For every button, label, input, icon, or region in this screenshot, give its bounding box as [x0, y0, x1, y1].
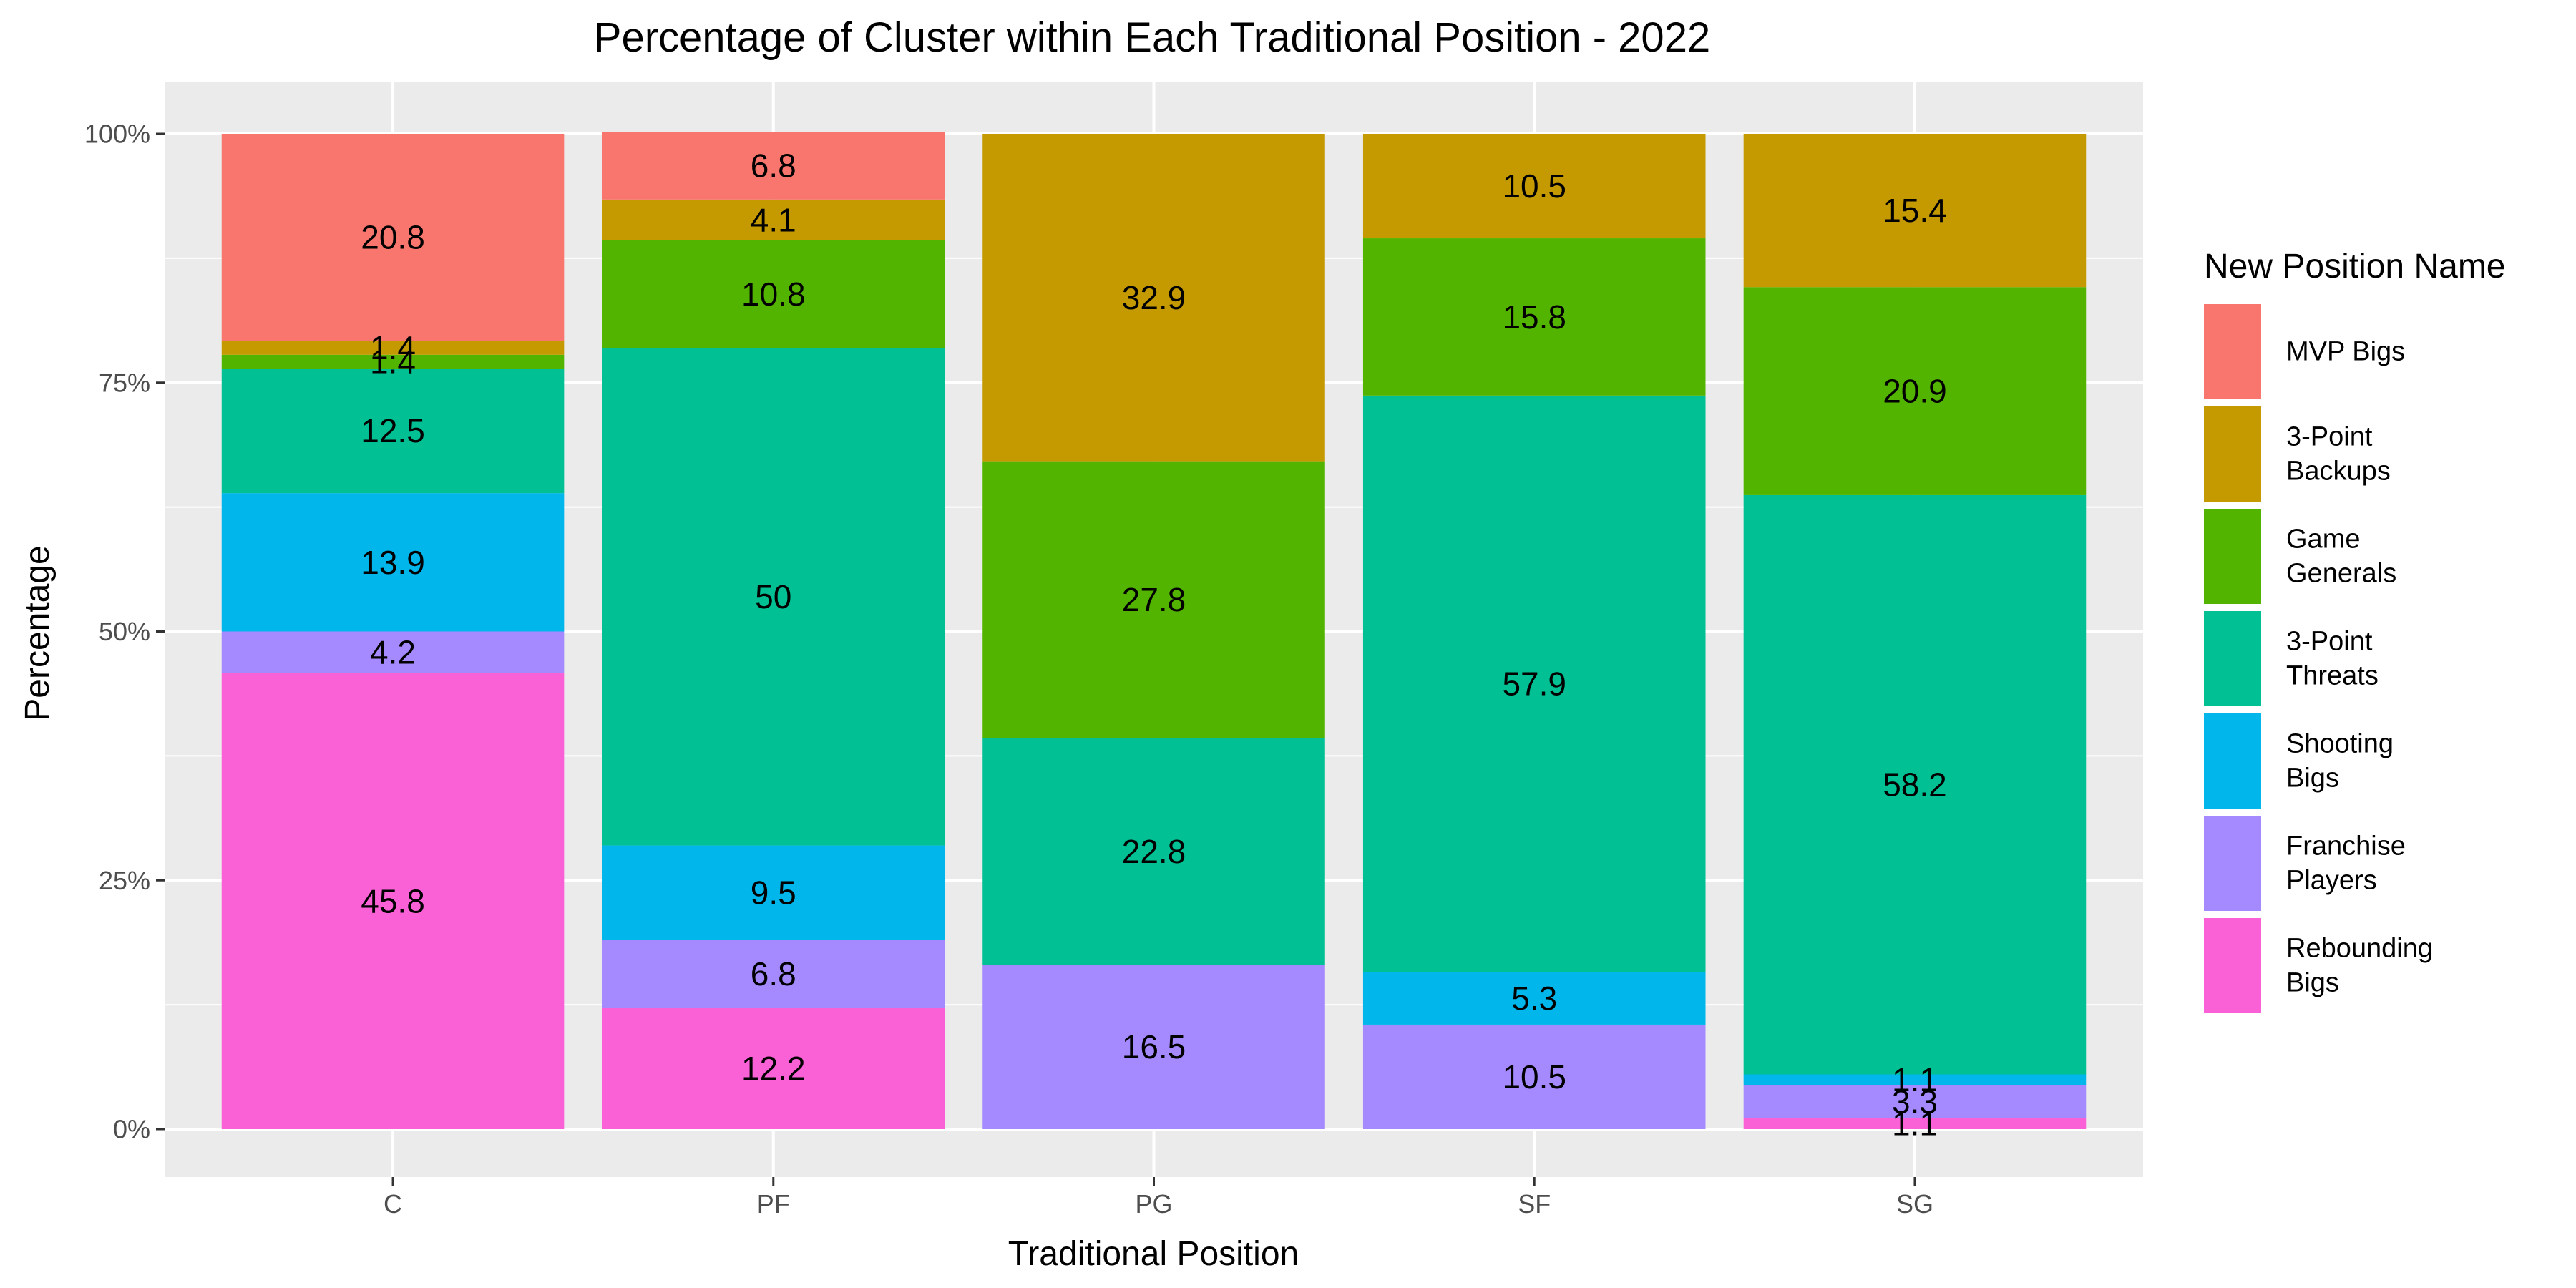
axes: 0% 25% 50% 75% 100% C PF PG SF SG	[84, 119, 1933, 1219]
x-tick-label: SF	[1518, 1189, 1551, 1219]
data-label: 22.8	[1122, 833, 1186, 870]
data-label: 50	[755, 578, 791, 615]
bar-segment	[602, 940, 945, 1008]
data-label: 16.5	[1122, 1028, 1186, 1065]
legend-key	[2204, 816, 2261, 911]
bar-segment	[982, 134, 1325, 462]
data-label: 6.8	[751, 955, 796, 992]
data-label: 12.5	[361, 412, 425, 449]
data-label: 1.1	[1892, 1061, 1938, 1098]
data-label: 10.5	[1502, 167, 1566, 205]
data-label: 27.8	[1122, 581, 1186, 618]
bar-segment	[221, 369, 565, 494]
legend-label: 3-Point Threats	[2286, 627, 2379, 691]
bar-segment	[1362, 134, 1706, 239]
y-tick-label: 100%	[84, 119, 150, 149]
data-label: 13.9	[361, 544, 425, 581]
bar-segment	[602, 1008, 945, 1129]
bar-segment	[1743, 1085, 2087, 1118]
y-tick-label: 75%	[99, 368, 150, 397]
legend-label: Game Generals	[2286, 525, 2396, 589]
data-label: 58.2	[1883, 766, 1947, 804]
legend-key	[2204, 611, 2261, 706]
data-label: 57.9	[1502, 665, 1566, 703]
bar-segment	[602, 199, 945, 240]
data-label: 20.9	[1883, 373, 1947, 410]
bar-segment	[221, 493, 565, 632]
bar-segment	[221, 341, 565, 355]
x-tick-label: C	[384, 1189, 402, 1219]
data-label: 12.2	[741, 1050, 806, 1087]
legend-key	[2204, 918, 2261, 1013]
y-axis-title: Percentage	[19, 545, 57, 721]
data-label: 20.8	[361, 219, 425, 256]
data-label: 15.8	[1502, 298, 1566, 336]
bar-segment	[602, 132, 945, 200]
data-label: 45.8	[361, 882, 425, 919]
data-label: 4.2	[370, 634, 416, 671]
bar-segment	[221, 134, 565, 341]
data-label: 1.4	[370, 343, 416, 381]
bar-segment	[982, 461, 1325, 738]
data-label: 4.1	[751, 201, 796, 238]
data-label: 32.9	[1122, 279, 1186, 316]
bar-segment	[1743, 494, 2087, 1075]
data-label: 3.3	[1892, 1083, 1938, 1121]
legend: New Position Name MVP Bigs 3-Point Backups…	[2204, 248, 2506, 1013]
data-label: 10.5	[1502, 1058, 1566, 1096]
data-label: 5.3	[1511, 980, 1557, 1017]
bar-segment	[1743, 134, 2087, 288]
x-tick-label: SG	[1896, 1189, 1933, 1219]
legend-label: Shooting Bigs	[2286, 729, 2394, 794]
data-labels: 45.8 4.2 13.9 12.5 1.41.4 20.8 12.2 6.8 9.5 50 10.…	[361, 147, 1946, 1143]
chart-title: Percentage of Cluster within Each Tradit…	[594, 14, 1710, 61]
bar-segment	[602, 845, 945, 940]
bars	[221, 132, 2087, 1129]
x-tick-label: PF	[757, 1189, 790, 1219]
y-tick-label: 0%	[113, 1115, 150, 1144]
legend-key	[2204, 304, 2261, 399]
data-label: 9.5	[751, 874, 796, 912]
bar-segment	[1743, 1118, 2087, 1129]
bar-segment	[1362, 972, 1706, 1025]
bar-segment	[1362, 238, 1706, 396]
bar-segment	[1743, 287, 2087, 495]
legend-key	[2204, 713, 2261, 809]
y-tick-label: 50%	[99, 617, 150, 646]
legend-label: MVP Bigs	[2286, 337, 2405, 367]
bar-segment	[221, 631, 565, 673]
x-axis-title: Traditional Position	[1008, 1235, 1299, 1273]
bar-segment	[221, 673, 565, 1129]
legend-label: 3-Point Backups	[2286, 422, 2391, 487]
bar-segment	[1743, 1074, 2087, 1085]
bar-segment	[1362, 395, 1706, 972]
bar-segment	[602, 348, 945, 846]
bar-segment	[221, 354, 565, 369]
data-label: 1.4	[370, 329, 416, 366]
legend-key	[2204, 509, 2261, 604]
legend-label: Franchise Players	[2286, 831, 2406, 896]
bar-segment	[602, 240, 945, 348]
y-tick-label: 25%	[99, 866, 150, 895]
data-label: 6.8	[751, 147, 796, 185]
legend-label: Rebounding Bigs	[2286, 934, 2433, 998]
bar-segment	[982, 738, 1325, 965]
bar-segment	[982, 965, 1325, 1129]
bar-segment	[1362, 1024, 1706, 1129]
legend-title: New Position Name	[2204, 248, 2506, 286]
x-tick-label: PG	[1135, 1189, 1172, 1219]
data-label: 1.1	[1892, 1105, 1938, 1142]
data-label: 10.8	[741, 275, 806, 313]
data-label: 15.4	[1883, 192, 1947, 229]
legend-key	[2204, 406, 2261, 502]
